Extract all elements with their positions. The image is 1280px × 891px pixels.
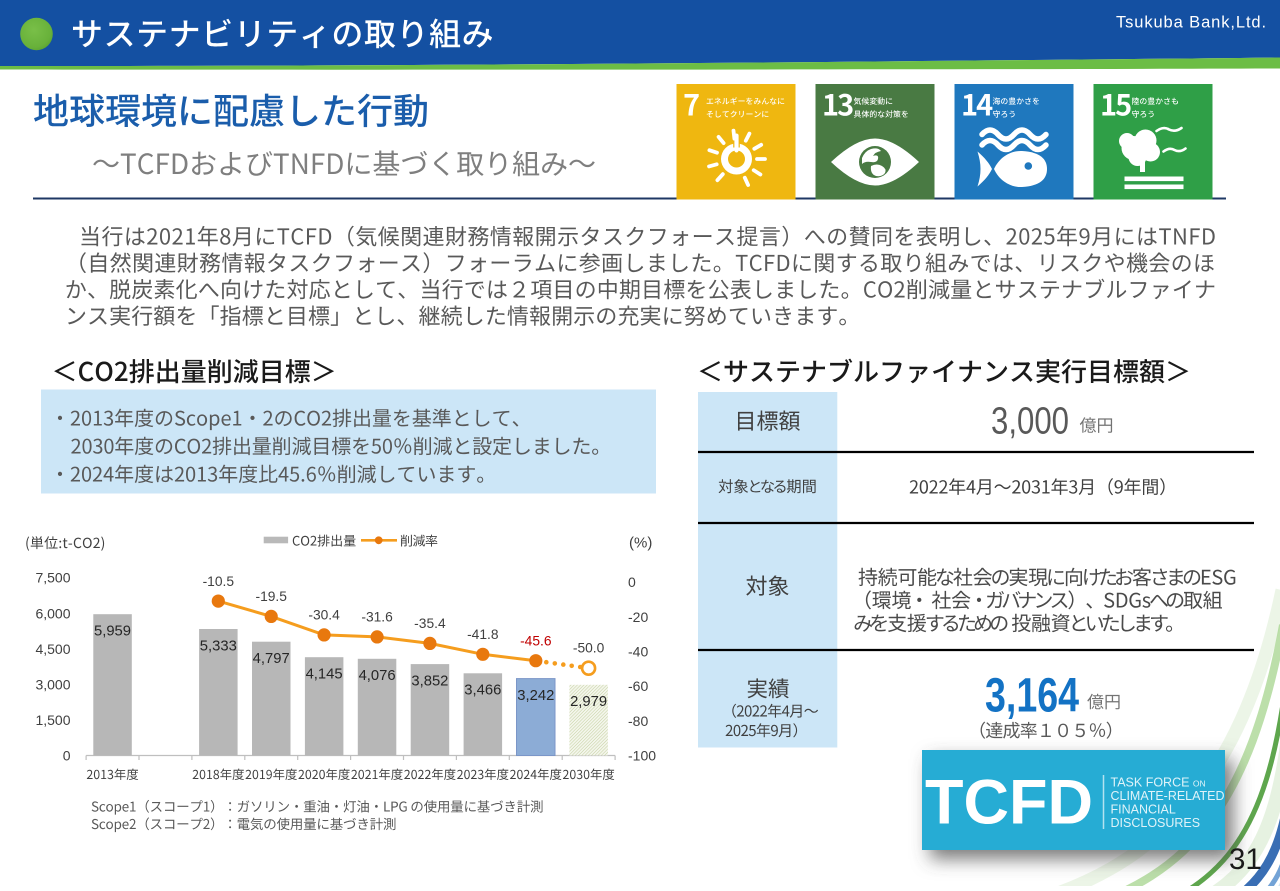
svg-text:FINANCIAL: FINANCIAL xyxy=(1111,802,1176,816)
svg-text:3,000: 3,000 xyxy=(991,401,1069,443)
svg-text:-45.6: -45.6 xyxy=(520,633,552,648)
svg-text:3,466: 3,466 xyxy=(464,683,501,699)
svg-text:-60: -60 xyxy=(628,678,648,694)
svg-text:0: 0 xyxy=(63,748,71,764)
svg-text:Tsukuba Bank,Ltd.: Tsukuba Bank,Ltd. xyxy=(1116,14,1267,32)
svg-text:5,333: 5,333 xyxy=(200,638,237,654)
svg-text:4,076: 4,076 xyxy=(359,668,396,684)
svg-text:3,852: 3,852 xyxy=(411,673,448,689)
svg-text:-19.5: -19.5 xyxy=(255,589,287,604)
svg-text:-31.6: -31.6 xyxy=(361,610,393,625)
svg-text:-10.5: -10.5 xyxy=(203,574,235,589)
svg-text:7,500: 7,500 xyxy=(35,570,70,586)
svg-text:(%): (%) xyxy=(629,535,652,552)
svg-text:-35.4: -35.4 xyxy=(414,616,446,631)
svg-text:2,979: 2,979 xyxy=(570,694,607,710)
svg-text:-41.8: -41.8 xyxy=(467,627,499,642)
svg-text:-100: -100 xyxy=(628,748,656,764)
svg-text:-20: -20 xyxy=(628,609,648,625)
svg-text:3,164: 3,164 xyxy=(985,670,1079,723)
svg-text:TASK FORCE ON: TASK FORCE ON xyxy=(1111,776,1206,790)
svg-text:1,500: 1,500 xyxy=(35,712,70,728)
svg-text:6,000: 6,000 xyxy=(35,605,70,621)
svg-text:TCFD: TCFD xyxy=(925,768,1093,838)
svg-text:-80: -80 xyxy=(628,713,648,729)
svg-text:4,500: 4,500 xyxy=(35,641,70,657)
svg-text:3,242: 3,242 xyxy=(517,688,554,704)
svg-text:5,959: 5,959 xyxy=(94,624,131,640)
svg-text:4,145: 4,145 xyxy=(306,667,343,683)
svg-text:DISCLOSURES: DISCLOSURES xyxy=(1111,816,1201,830)
svg-text:CLIMATE-RELATED: CLIMATE-RELATED xyxy=(1111,789,1225,803)
svg-text:4,797: 4,797 xyxy=(253,651,290,667)
svg-text:3,000: 3,000 xyxy=(35,676,70,692)
svg-text:-40: -40 xyxy=(628,644,648,660)
svg-text:-30.4: -30.4 xyxy=(308,608,340,623)
svg-text:31: 31 xyxy=(1229,843,1262,876)
svg-text:0: 0 xyxy=(628,574,636,590)
svg-text:-50.0: -50.0 xyxy=(573,640,605,655)
